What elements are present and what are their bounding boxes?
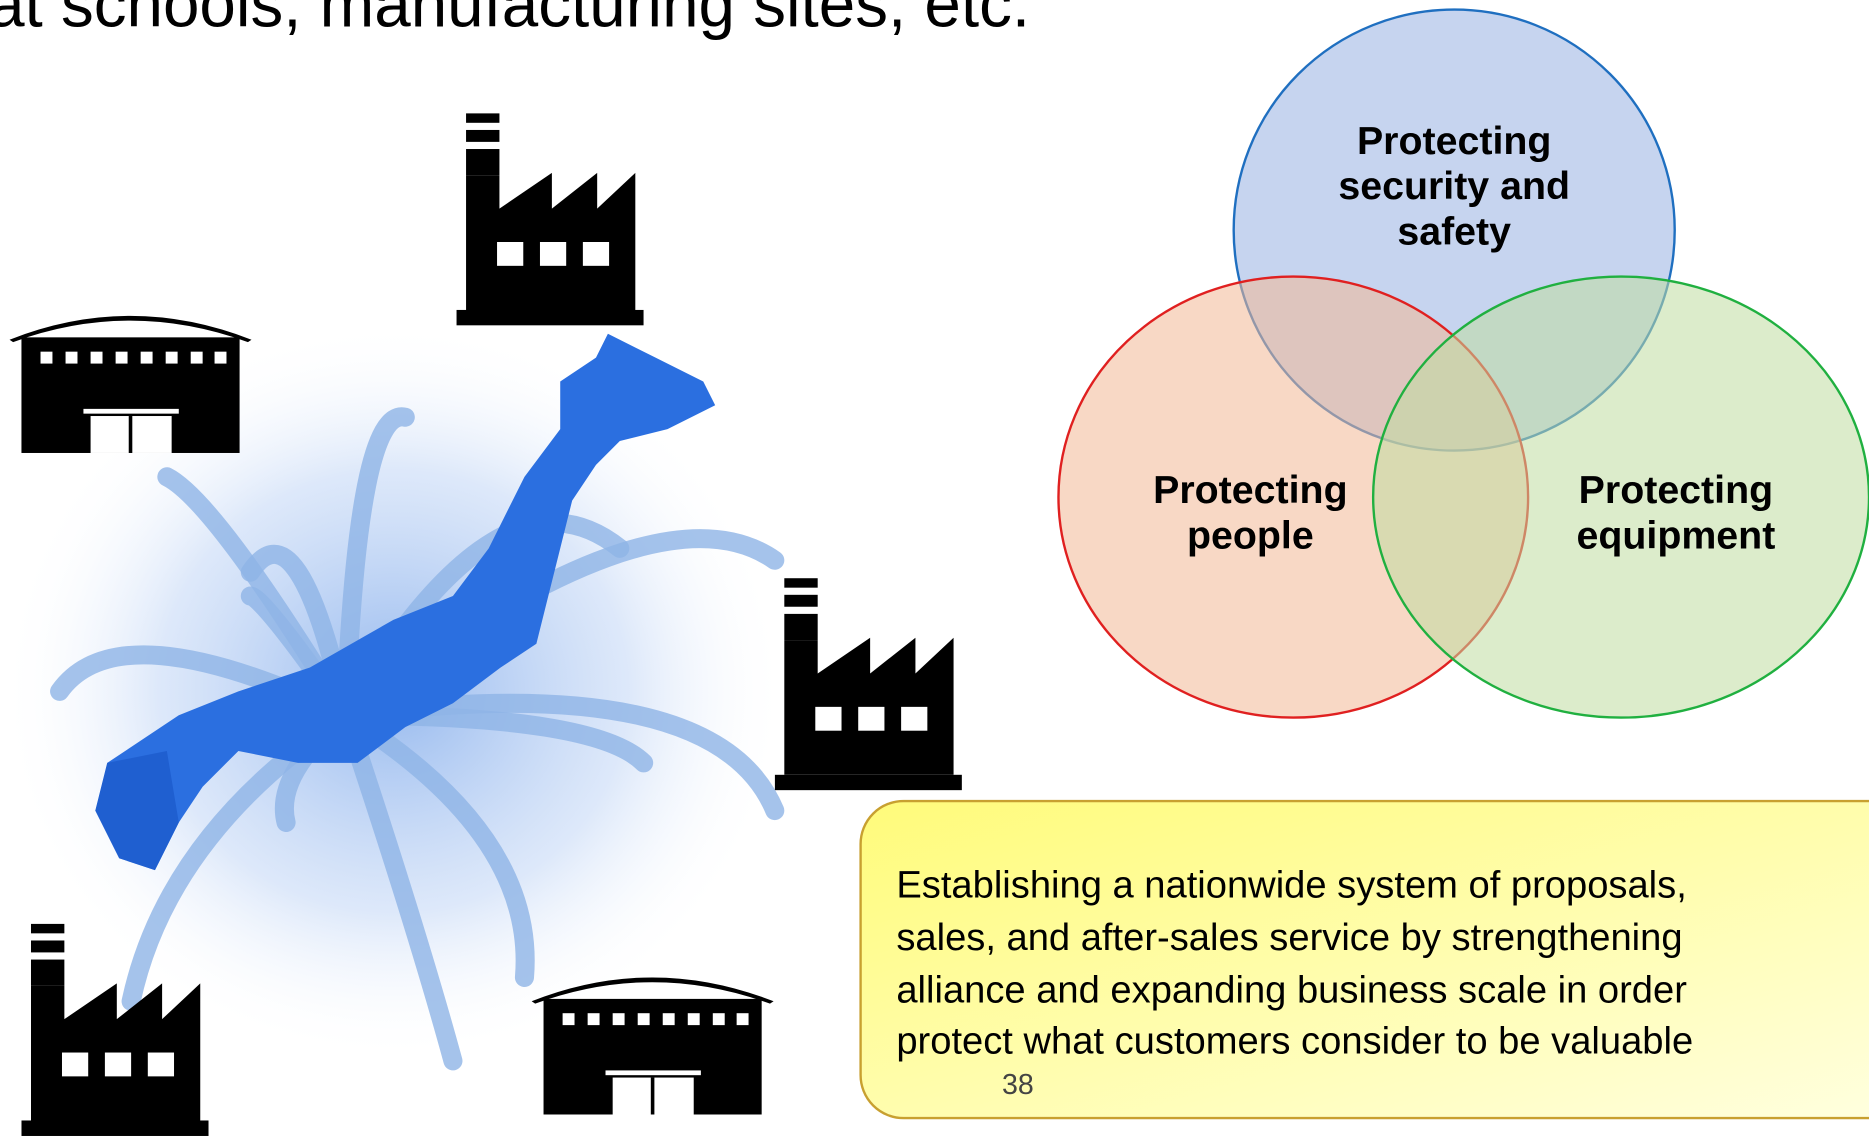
page-number: 38 — [1002, 1069, 1034, 1101]
venn-label: Protecting — [1153, 468, 1347, 512]
venn-label: Protecting — [1357, 119, 1551, 163]
callout-line: Establishing a nationwide system of prop… — [896, 864, 1686, 907]
venn-diagram: Protecting security and safety Protectin… — [1057, 8, 1869, 719]
callout-line: protect what customers consider to be va… — [896, 1020, 1693, 1063]
venn-label: safety — [1397, 209, 1511, 253]
venn-label: equipment — [1576, 513, 1775, 557]
slide-title: at schools, manufacturing sites, etc. — [0, 0, 1030, 40]
warehouse-icon — [9, 315, 252, 453]
factory-icon — [456, 113, 644, 326]
callout-line: alliance and expanding business scale in… — [896, 968, 1687, 1011]
callout-box — [859, 799, 1869, 1120]
venn-label: people — [1187, 513, 1314, 557]
venn-label: Protecting — [1579, 468, 1773, 512]
venn-circle — [1372, 275, 1869, 719]
callout-line: sales, and after-sales service by streng… — [896, 916, 1682, 959]
map-illustration — [0, 321, 787, 1071]
factory-icon — [774, 578, 962, 791]
venn-label: security and — [1338, 164, 1570, 208]
